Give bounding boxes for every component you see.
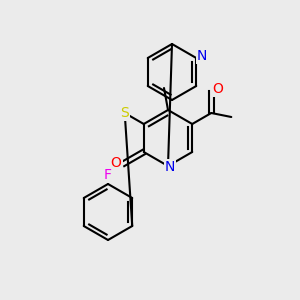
Text: O: O xyxy=(110,156,122,170)
Text: O: O xyxy=(212,82,223,96)
Text: S: S xyxy=(120,106,129,120)
Text: N: N xyxy=(165,160,175,174)
Text: F: F xyxy=(104,168,112,182)
Text: N: N xyxy=(197,49,207,63)
